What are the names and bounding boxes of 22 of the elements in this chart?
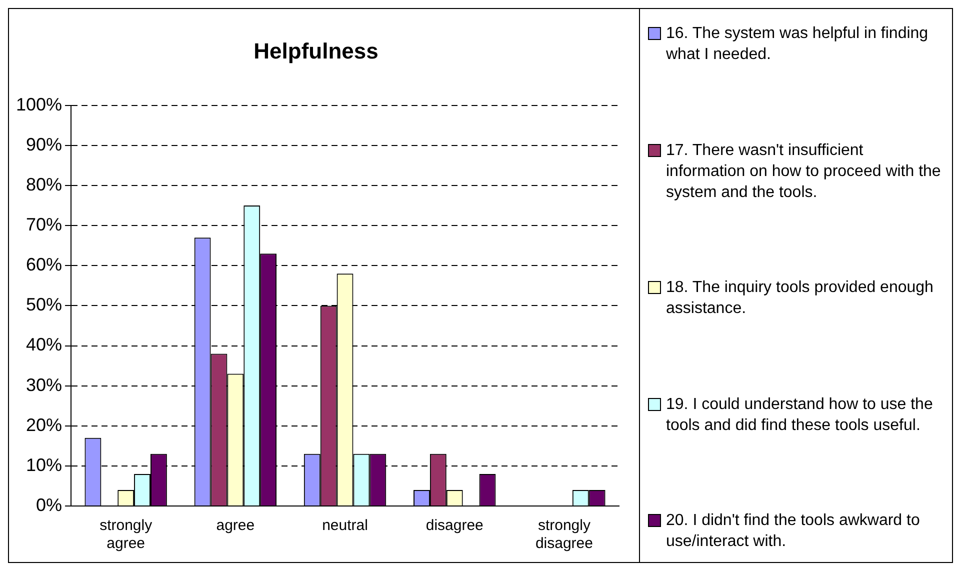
y-tick-label: 40%	[26, 334, 62, 355]
x-tick-label: strongly agree	[100, 517, 153, 552]
y-tick-label: 10%	[26, 454, 62, 475]
chart-title: Helpfulness	[254, 38, 378, 64]
y-tick-label: 0%	[36, 494, 62, 515]
y-tick-label: 30%	[26, 374, 62, 395]
y-tick-label: 50%	[26, 294, 62, 315]
legend-label: 20. I didn't find the tools awkward to use/interact with.	[666, 511, 921, 552]
y-tick-label: 70%	[26, 214, 62, 235]
x-tick-label: disagree	[426, 517, 484, 534]
legend-label: 18. The inquiry tools provided enough assistance.	[666, 278, 934, 319]
y-tick-label: 80%	[26, 174, 62, 194]
x-tick-label: neutral	[322, 517, 368, 534]
y-tick-label: 20%	[26, 414, 62, 435]
legend-label: 19. I could understand how to use the tools and did find these tools useful.	[666, 394, 934, 436]
legend-label: 17. There wasn't insufficient information on how to proceed with the system and the tools.	[666, 140, 942, 202]
x-tick-label: strongly disagree	[535, 517, 593, 552]
y-tick-label: 90%	[26, 134, 62, 154]
legend-label: 16. The system was helpful in finding what I needed.	[666, 24, 930, 65]
y-tick-label: 60%	[26, 254, 62, 275]
y-tick-label: 100%	[16, 94, 62, 114]
x-tick-label: agree	[216, 517, 255, 534]
